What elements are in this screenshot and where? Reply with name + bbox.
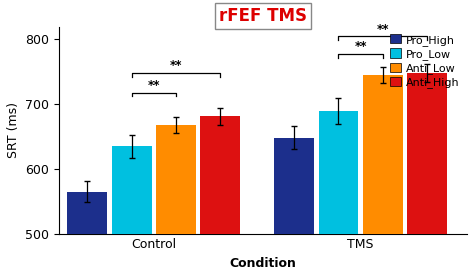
Bar	[67, 192, 107, 234]
Bar	[319, 111, 358, 234]
Bar	[201, 116, 240, 234]
X-axis label: Condition: Condition	[230, 257, 297, 270]
Bar	[407, 73, 447, 234]
Title: rFEF TMS: rFEF TMS	[219, 7, 307, 25]
Bar	[112, 146, 152, 234]
Bar	[363, 75, 403, 234]
Y-axis label: SRT (ms): SRT (ms)	[7, 102, 20, 158]
Text: **: **	[147, 79, 160, 92]
Bar	[156, 125, 196, 234]
Text: **: **	[376, 22, 389, 35]
Bar	[274, 138, 314, 234]
Text: **: **	[170, 60, 182, 73]
Text: **: **	[355, 40, 367, 53]
Legend: Pro_High, Pro_Low, Anti_Low, Anti_High: Pro_High, Pro_Low, Anti_Low, Anti_High	[388, 32, 462, 90]
